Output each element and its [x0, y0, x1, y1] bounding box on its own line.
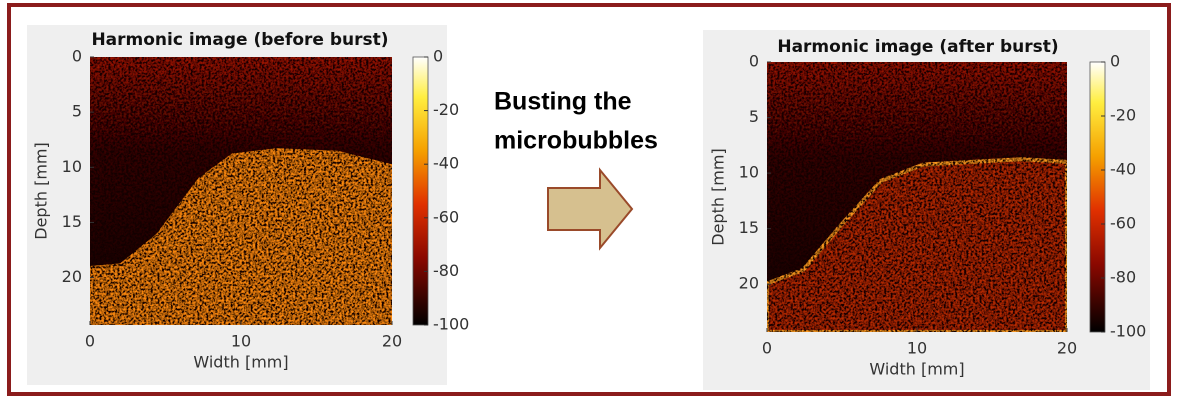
panel-title: Harmonic image (before burst): [91, 30, 388, 50]
y-tick-label: 15: [739, 218, 759, 237]
colorbar: [1090, 62, 1105, 332]
y-tick-label: 5: [749, 107, 759, 126]
y-axis-label: Depth [mm]: [32, 142, 51, 239]
colorbar-tick-label: -40: [1110, 160, 1136, 179]
y-tick-label: 20: [62, 267, 82, 286]
figure: Busting the microbubbles Harmonic image …: [0, 0, 1179, 401]
x-axis-label: Width [mm]: [193, 353, 288, 372]
y-tick-label: 10: [739, 163, 759, 182]
colorbar-tick-label: -100: [433, 315, 469, 334]
caption: microbubbles: [494, 127, 658, 155]
colorbar-tick-label: -20: [1110, 106, 1136, 125]
y-tick-label: 20: [739, 274, 759, 293]
x-tick-label: 0: [85, 332, 95, 351]
caption: Busting the: [494, 88, 632, 116]
colorbar-tick-label: 0: [1110, 52, 1120, 71]
colorbar-tick-label: 0: [433, 47, 443, 66]
colorbar-tick-label: -80: [1110, 268, 1136, 287]
y-tick-label: 10: [62, 157, 82, 176]
colorbar-tick-label: -20: [433, 100, 459, 119]
x-tick-label: 10: [231, 332, 251, 351]
heatmap: [90, 57, 392, 325]
x-axis-label: Width [mm]: [869, 360, 964, 379]
colorbar-tick-label: -80: [433, 261, 459, 280]
y-axis-label: Depth [mm]: [709, 148, 728, 245]
y-tick-label: 5: [72, 102, 82, 121]
colorbar: [413, 57, 428, 325]
y-tick-label: 15: [62, 212, 82, 231]
colorbar-tick-label: -100: [1110, 322, 1146, 341]
colorbar-tick-label: -60: [433, 207, 459, 226]
x-tick-label: 10: [907, 339, 927, 358]
panel-title: Harmonic image (after burst): [777, 37, 1058, 57]
colorbar-tick-label: -40: [433, 154, 459, 173]
x-tick-label: 20: [1057, 339, 1077, 358]
heatmap: [767, 62, 1067, 332]
colorbar-tick-label: -60: [1110, 214, 1136, 233]
x-tick-label: 20: [382, 332, 402, 351]
y-tick-label: 0: [749, 52, 759, 71]
x-tick-label: 0: [762, 339, 772, 358]
y-tick-label: 0: [72, 47, 82, 66]
